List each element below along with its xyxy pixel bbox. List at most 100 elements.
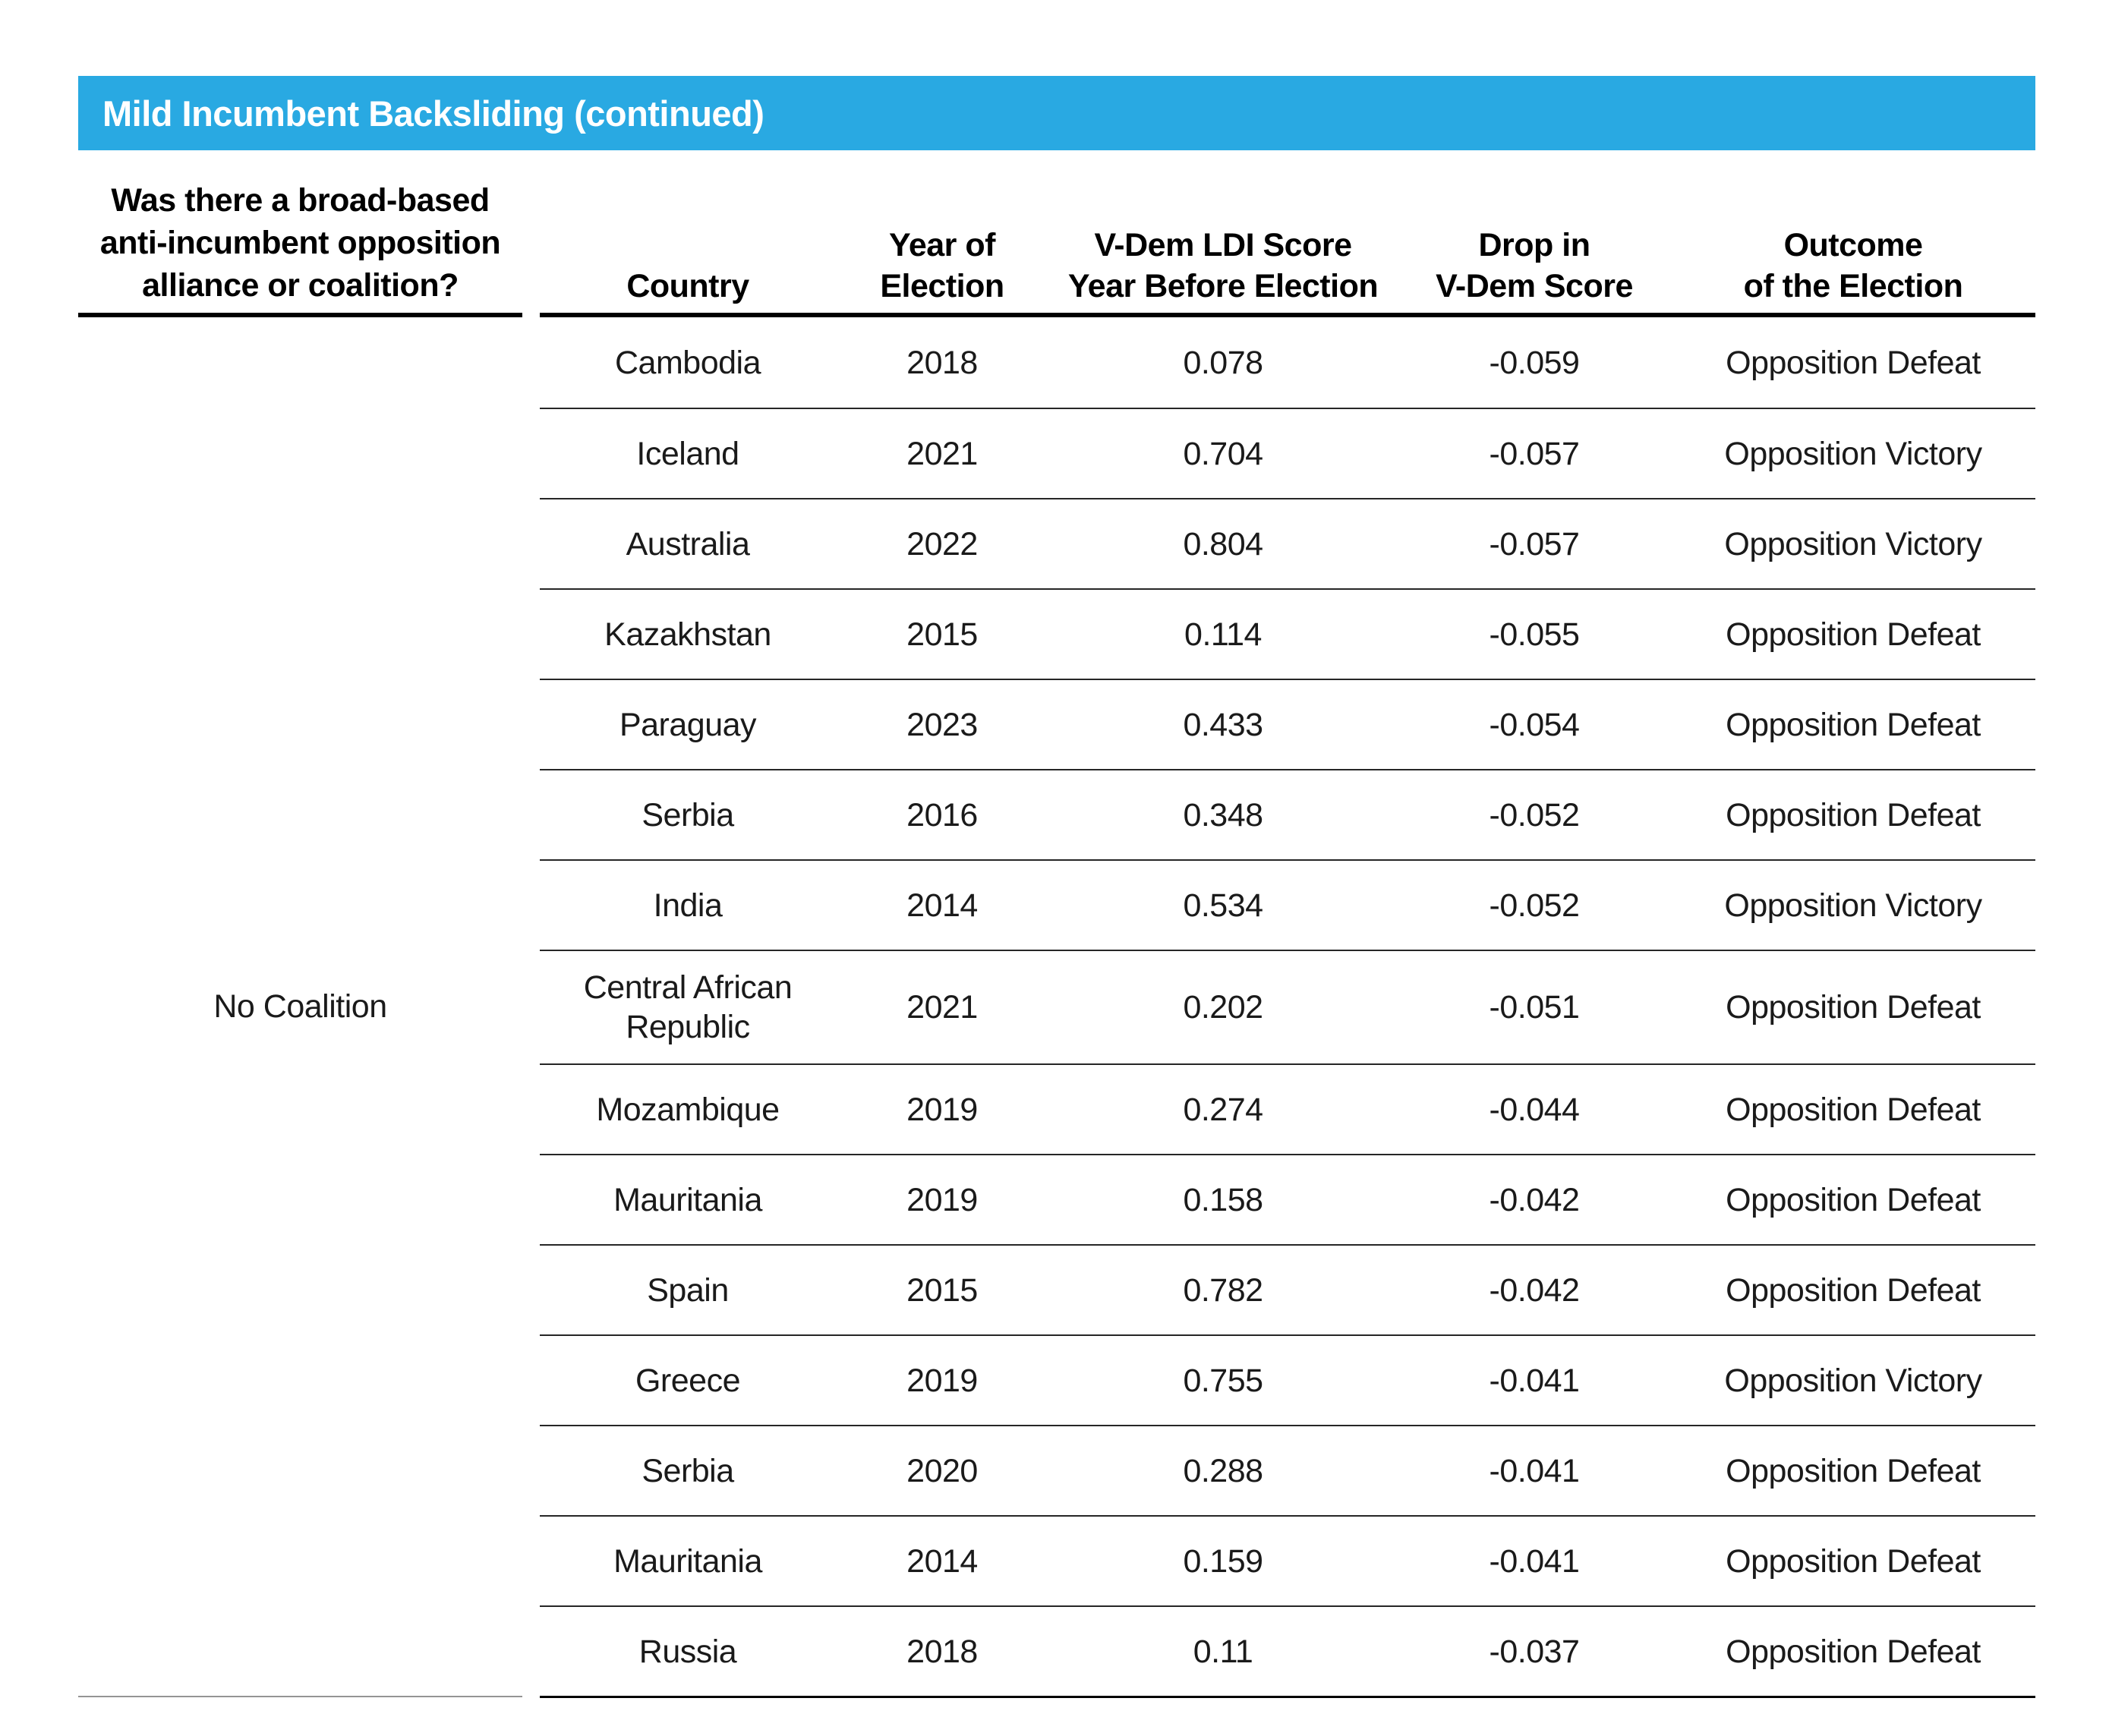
- table-row: Paraguay 2023 0.433 -0.054 Opposition De…: [540, 679, 2035, 769]
- score-cell: 0.704: [1183, 435, 1263, 472]
- table-row: Spain 2015 0.782 -0.042 Opposition Defea…: [540, 1244, 2035, 1334]
- country-cell: Cambodia: [615, 344, 761, 381]
- table-row: Mauritania 2019 0.158 -0.042 Opposition …: [540, 1154, 2035, 1244]
- year-cell: 2023: [906, 706, 978, 743]
- country-cell: Greece: [635, 1362, 741, 1399]
- country-cell: Kazakhstan: [604, 616, 771, 653]
- table-row: Greece 2019 0.755 -0.041 Opposition Vict…: [540, 1334, 2035, 1425]
- country-cell: Mauritania: [613, 1181, 762, 1218]
- coalition-question-header: Was there a broad-based anti-incumbent o…: [78, 175, 522, 313]
- year-cell: 2021: [906, 989, 978, 1026]
- country-cell: India: [653, 887, 723, 924]
- country-cell: Serbia: [642, 796, 734, 833]
- table-body: Cambodia 2018 0.078 -0.059 Opposition De…: [540, 317, 2035, 1698]
- drop-cell: -0.052: [1489, 796, 1580, 833]
- year-cell: 2019: [906, 1181, 978, 1218]
- score-cell: 0.114: [1184, 616, 1262, 653]
- outcome-cell: Opposition Defeat: [1726, 989, 1981, 1026]
- year-cell: 2019: [906, 1362, 978, 1399]
- outcome-cell: Opposition Victory: [1724, 435, 1982, 472]
- outcome-cell: Opposition Defeat: [1726, 616, 1981, 653]
- year-cell: 2022: [906, 525, 978, 562]
- score-cell: 0.202: [1183, 989, 1263, 1026]
- left-header-underline: [78, 313, 522, 317]
- table-row: Serbia 2020 0.288 -0.041 Opposition Defe…: [540, 1425, 2035, 1515]
- table-title: Mild Incumbent Backsliding (continued): [102, 93, 764, 134]
- drop-cell: -0.059: [1489, 344, 1580, 381]
- country-cell: Serbia: [642, 1452, 734, 1489]
- drop-cell: -0.042: [1489, 1271, 1580, 1309]
- table-row: India 2014 0.534 -0.052 Opposition Victo…: [540, 859, 2035, 950]
- score-cell: 0.755: [1183, 1362, 1263, 1399]
- column-header-drop: Drop in V-Dem Score: [1436, 227, 1633, 304]
- score-cell: 0.159: [1183, 1542, 1263, 1580]
- outcome-cell: Opposition Defeat: [1726, 1091, 1981, 1128]
- drop-cell: -0.041: [1489, 1452, 1580, 1489]
- year-cell: 2018: [906, 344, 978, 381]
- score-cell: 0.078: [1183, 344, 1263, 381]
- country-cell: Australia: [626, 525, 750, 562]
- table-row: Mozambique 2019 0.274 -0.044 Opposition …: [540, 1063, 2035, 1154]
- coalition-group-label: No Coalition: [213, 988, 387, 1025]
- score-cell: 0.433: [1183, 706, 1263, 743]
- country-cell: Central African Republic: [583, 969, 793, 1045]
- score-cell: 0.348: [1183, 796, 1263, 833]
- drop-cell: -0.054: [1489, 706, 1580, 743]
- outcome-cell: Opposition Defeat: [1726, 1542, 1981, 1580]
- country-cell: Paraguay: [619, 706, 757, 743]
- column-header-country: Country: [626, 268, 749, 304]
- year-cell: 2016: [906, 796, 978, 833]
- year-cell: 2020: [906, 1452, 978, 1489]
- drop-cell: -0.057: [1489, 525, 1580, 562]
- table-row: Central African Republic 2021 0.202 -0.0…: [540, 950, 2035, 1063]
- backsliding-table: Country Year of Election V-Dem LDI Score…: [540, 175, 2035, 1698]
- table-title-bar: Mild Incumbent Backsliding (continued): [78, 76, 2035, 150]
- table-row: Iceland 2021 0.704 -0.057 Opposition Vic…: [540, 408, 2035, 498]
- drop-cell: -0.044: [1489, 1091, 1580, 1128]
- country-cell: Spain: [647, 1271, 729, 1309]
- table-row: Kazakhstan 2015 0.114 -0.055 Opposition …: [540, 588, 2035, 679]
- column-header-year: Year of Election: [880, 227, 1004, 304]
- outcome-cell: Opposition Defeat: [1726, 344, 1981, 381]
- drop-cell: -0.057: [1489, 435, 1580, 472]
- outcome-cell: Opposition Defeat: [1726, 796, 1981, 833]
- outcome-cell: Opposition Victory: [1724, 525, 1982, 562]
- outcome-cell: Opposition Defeat: [1726, 706, 1981, 743]
- coalition-question-line-3: alliance or coalition?: [142, 267, 459, 304]
- drop-cell: -0.042: [1489, 1181, 1580, 1218]
- year-cell: 2014: [906, 887, 978, 924]
- score-cell: 0.534: [1183, 887, 1263, 924]
- score-cell: 0.782: [1183, 1271, 1263, 1309]
- year-cell: 2015: [906, 616, 978, 653]
- outcome-cell: Opposition Defeat: [1726, 1271, 1981, 1309]
- outcome-cell: Opposition Victory: [1724, 1362, 1982, 1399]
- left-column-bottom-rule: [78, 1696, 522, 1697]
- year-cell: 2015: [906, 1271, 978, 1309]
- column-header-outcome: Outcome of the Election: [1743, 227, 1963, 304]
- score-cell: 0.274: [1183, 1091, 1263, 1128]
- score-cell: 0.804: [1183, 525, 1263, 562]
- column-header-vdem-score: V-Dem LDI Score Year Before Election: [1067, 227, 1379, 304]
- country-cell: Iceland: [636, 435, 739, 472]
- coalition-group-cell: No Coalition: [78, 317, 522, 1696]
- coalition-question-line-2: anti-incumbent opposition: [99, 225, 501, 261]
- table-row: Russia 2018 0.11 -0.037 Opposition Defea…: [540, 1605, 2035, 1696]
- outcome-cell: Opposition Victory: [1724, 887, 1982, 924]
- outcome-cell: Opposition Defeat: [1726, 1452, 1981, 1489]
- table-row: Serbia 2016 0.348 -0.052 Opposition Defe…: [540, 769, 2035, 859]
- drop-cell: -0.051: [1489, 989, 1580, 1026]
- year-cell: 2014: [906, 1542, 978, 1580]
- drop-cell: -0.055: [1489, 616, 1580, 653]
- table-row: Mauritania 2014 0.159 -0.041 Opposition …: [540, 1515, 2035, 1605]
- year-cell: 2018: [906, 1633, 978, 1670]
- table-row: Australia 2022 0.804 -0.057 Opposition V…: [540, 498, 2035, 588]
- score-cell: 0.158: [1183, 1181, 1263, 1218]
- score-cell: 0.288: [1183, 1452, 1263, 1489]
- coalition-question-column: Was there a broad-based anti-incumbent o…: [78, 175, 522, 1697]
- outcome-cell: Opposition Defeat: [1726, 1181, 1981, 1218]
- country-cell: Russia: [638, 1633, 737, 1670]
- drop-cell: -0.037: [1489, 1633, 1580, 1670]
- year-cell: 2021: [906, 435, 978, 472]
- country-cell: Mauritania: [613, 1542, 762, 1580]
- year-cell: 2019: [906, 1091, 978, 1128]
